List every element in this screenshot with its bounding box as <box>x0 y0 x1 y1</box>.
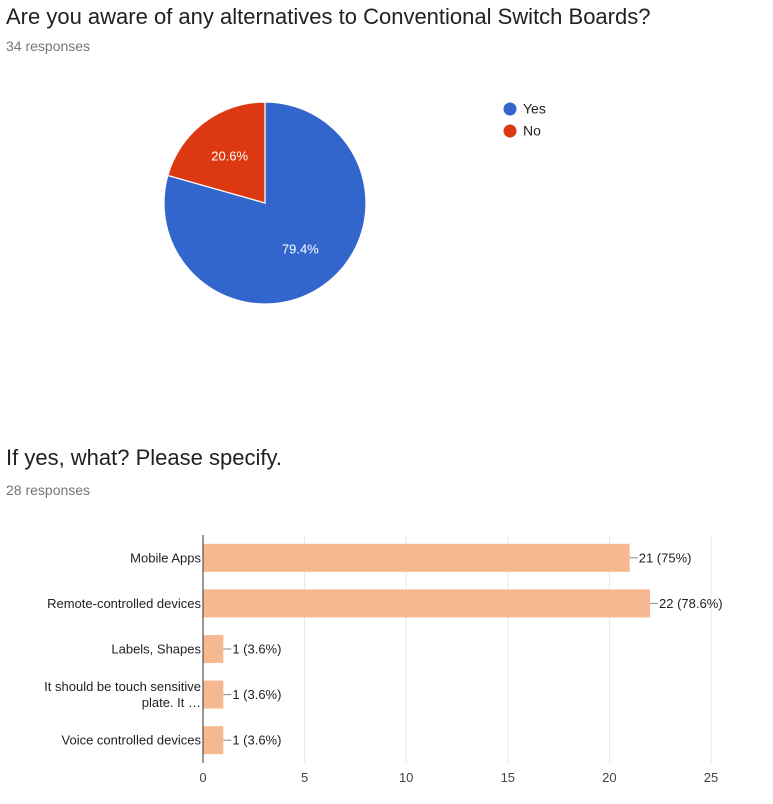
bar-value-label: 1 (3.6%) <box>232 733 281 748</box>
bar-value-label: 21 (75%) <box>639 550 692 565</box>
category-label: Labels, Shapes <box>111 642 201 657</box>
pie-slice-no <box>167 101 266 204</box>
bar <box>203 543 630 572</box>
pie-chart: 79.4% 20.6% Yes No <box>163 101 546 305</box>
category-label: Voice controlled devices <box>62 733 202 748</box>
category-label: It should be touch sensitive plate. It … <box>44 679 201 710</box>
x-tick-label: 10 <box>399 770 413 785</box>
x-tick-label: 25 <box>704 770 718 785</box>
pie-slice-label: 79.4% <box>282 242 319 257</box>
bar <box>203 680 224 709</box>
bar <box>203 589 651 618</box>
bar <box>203 726 224 755</box>
legend-label-yes: Yes <box>523 101 546 117</box>
x-tick-label: 15 <box>501 770 515 785</box>
pie-slice-label: 20.6% <box>211 148 248 163</box>
legend-label-no: No <box>523 123 541 139</box>
category-label: Remote-controlled devices <box>47 596 201 611</box>
bar-value-label: 1 (3.6%) <box>232 687 281 702</box>
legend-marker-yes <box>503 102 517 116</box>
question-1-title: Are you aware of any alternatives to Con… <box>6 4 651 29</box>
bar-value-label: 22 (78.6%) <box>659 596 723 611</box>
x-tick-label: 5 <box>301 770 308 785</box>
category-label: Mobile Apps <box>130 550 201 565</box>
bar <box>203 635 224 663</box>
x-tick-label: 20 <box>602 770 616 785</box>
x-tick-label: 0 <box>199 770 206 785</box>
question-2-title: If yes, what? Please specify. <box>6 445 282 470</box>
question-2-response-count: 28 responses <box>6 482 91 498</box>
question-1-response-count: 34 responses <box>6 38 91 54</box>
bar-value-label: 1 (3.6%) <box>232 642 281 657</box>
legend-marker-no <box>503 124 517 138</box>
